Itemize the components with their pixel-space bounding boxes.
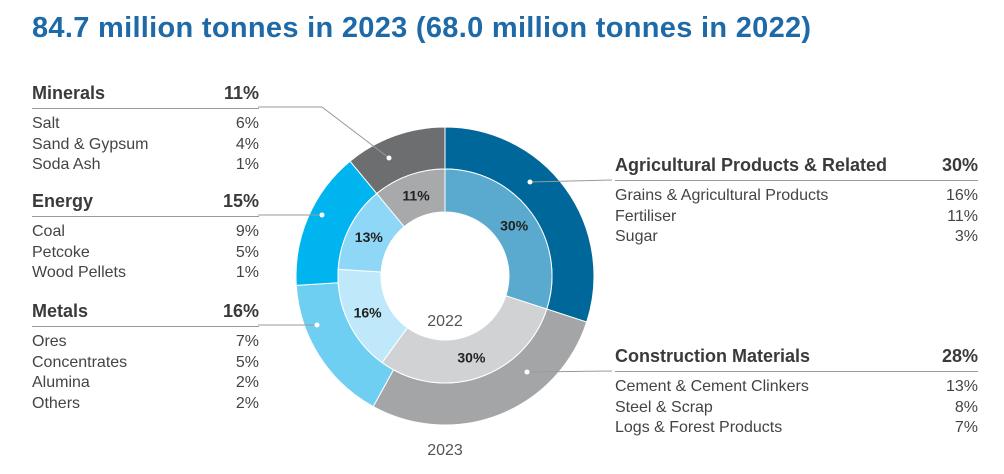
sub-item-pct: 3% [954, 228, 978, 245]
sub-item: Alumina 2% [32, 373, 259, 394]
sub-item-pct: 4% [235, 135, 259, 153]
sub-item: Logs & Forest Products 7% [615, 418, 978, 439]
panel-energy: Energy 15% Coal 9% Petcoke 5% Wood Pellets… [32, 191, 259, 284]
sub-item-name: Wood Pellets [32, 264, 126, 281]
sub-item: Sand & Gypsum 4% [32, 135, 259, 156]
category-name: Energy [32, 191, 94, 211]
sub-item: Ores 7% [32, 332, 259, 353]
chart-title: 84.7 million tonnes in 2023 (68.0 millio… [32, 12, 812, 44]
sub-item: Others 2% [32, 394, 259, 415]
sub-item-name: Steel & Scrap [615, 398, 713, 416]
sub-item: Cement & Cement Clinkers 13% [615, 377, 978, 398]
panel-metals: Metals 16% Ores 7% Concentrates 5% Alumina… [32, 301, 259, 414]
panel-minerals: Minerals 11% Salt 6% Sand & Gypsum 4% Soda… [32, 83, 259, 176]
sub-item: Fertiliser 11% [615, 207, 978, 228]
sub-item: Coal 9% [32, 222, 259, 243]
sub-item-name: Logs & Forest Products [615, 419, 783, 436]
sub-item: Concentrates 5% [32, 353, 259, 374]
slice-2022-minerals [376, 168, 446, 228]
sub-item-name: Petcoke [32, 243, 90, 261]
data-label-agricultural-products-related: 30% [500, 218, 529, 234]
connector-dot-energy [319, 212, 325, 218]
connector-construction-materials [526, 370, 613, 373]
sub-item-name: Sand & Gypsum [32, 135, 149, 153]
category-pct: 16% [222, 301, 259, 321]
sub-item: Petcoke 5% [32, 243, 259, 264]
sub-item-name: Cement & Cement Clinkers [615, 378, 809, 395]
sub-item: Salt 6% [32, 114, 259, 135]
panel-construction: Construction Materials 28% Cement & Ceme… [615, 346, 978, 439]
category-name: Minerals [32, 83, 106, 103]
sub-item-pct: 9% [235, 223, 259, 240]
sub-item-name: Salt [32, 115, 60, 132]
panel-agricultural: Agricultural Products & Related 30% Grai… [615, 155, 978, 248]
panel-head: Minerals 11% [32, 83, 259, 109]
sub-item-pct: 6% [235, 115, 259, 132]
category-pct: 30% [941, 155, 978, 175]
sub-item-name: Coal [32, 223, 65, 240]
sub-item-name: Sugar [615, 228, 658, 245]
outer-year-label: 2023 [427, 442, 463, 459]
inner-year-label: 2022 [427, 313, 463, 330]
data-label-energy: 13% [355, 229, 384, 245]
category-name: Agricultural Products & Related [615, 155, 888, 175]
category-pct: 15% [222, 191, 259, 211]
panel-head: Metals 16% [32, 301, 259, 327]
sub-item-pct: 16% [945, 187, 978, 204]
sub-item: Grains & Agricultural Products 16% [615, 186, 978, 207]
data-label-construction-materials: 30% [457, 349, 486, 365]
sub-item-pct: 5% [235, 353, 259, 371]
sub-item-name: Fertiliser [615, 207, 677, 225]
category-name: Construction Materials [615, 346, 811, 366]
connector-dot-agricultural-products-related [527, 179, 533, 185]
connector-dot-metals [314, 322, 320, 328]
panel-head: Agricultural Products & Related 30% [615, 155, 978, 181]
connector-agricultural-products-related [529, 179, 613, 183]
slice-2022-construction-materials [381, 295, 548, 384]
panel-head: Construction Materials 28% [615, 346, 978, 372]
sub-item-pct: 8% [954, 398, 978, 416]
sub-item-pct: 5% [235, 243, 259, 261]
sub-item-pct: 11% [947, 207, 978, 225]
sub-item-pct: 2% [235, 374, 259, 391]
category-pct: 11% [223, 83, 259, 103]
connector-minerals [258, 106, 390, 159]
category-name: Metals [32, 301, 89, 321]
sub-item: Sugar 3% [615, 227, 978, 248]
sub-item-pct: 1% [235, 264, 259, 281]
sub-item: Soda Ash 1% [32, 155, 259, 176]
panel-head: Energy 15% [32, 191, 259, 217]
sub-item-pct: 2% [235, 394, 259, 412]
sub-item-name: Soda Ash [32, 156, 101, 173]
sub-item-name: Ores [32, 333, 67, 350]
sub-item: Steel & Scrap 8% [615, 398, 978, 419]
connector-dot-minerals [386, 155, 392, 161]
slice-2022-agricultural-products-related [444, 168, 553, 310]
data-label-minerals: 11% [402, 188, 430, 204]
sub-item-name: Grains & Agricultural Products [615, 187, 829, 204]
sub-item-pct: 1% [235, 156, 259, 173]
category-pct: 28% [941, 346, 978, 366]
sub-item-name: Concentrates [32, 353, 128, 371]
sub-item-pct: 13% [945, 378, 978, 395]
sub-item-name: Alumina [32, 374, 90, 391]
sub-item: Wood Pellets 1% [32, 263, 259, 284]
sub-item-pct: 7% [235, 333, 259, 350]
sub-item-pct: 7% [954, 419, 978, 436]
data-label-metals: 16% [354, 304, 383, 320]
sub-item-name: Others [32, 394, 81, 412]
connector-dot-construction-materials [524, 369, 530, 375]
